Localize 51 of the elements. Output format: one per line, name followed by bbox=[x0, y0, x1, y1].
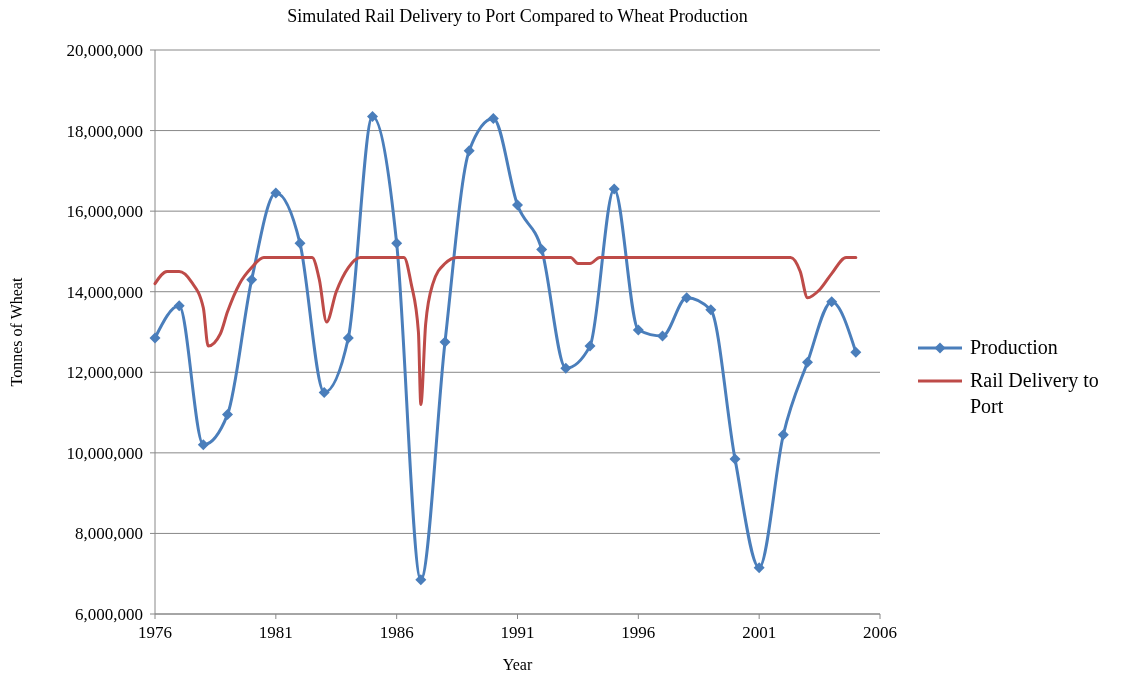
point bbox=[173, 300, 185, 312]
y-tick-label: 20,000,000 bbox=[66, 41, 143, 60]
point bbox=[463, 145, 475, 157]
chart-title: Simulated Rail Delivery to Port Compared to Wheat Production bbox=[287, 6, 748, 26]
x-tick-label: 1976 bbox=[138, 623, 172, 642]
point bbox=[681, 292, 693, 304]
y-tick-label: 6,000,000 bbox=[75, 605, 143, 624]
point bbox=[439, 336, 451, 348]
point bbox=[294, 237, 306, 249]
y-tick-label: 8,000,000 bbox=[75, 524, 143, 544]
point bbox=[729, 453, 741, 465]
point bbox=[584, 340, 596, 352]
legend-label: Production bbox=[970, 336, 1058, 358]
y-tick-label: 14,000,000 bbox=[66, 282, 143, 302]
x-tick-label: 1986 bbox=[379, 623, 414, 642]
x-tick-label: 2006 bbox=[863, 623, 897, 642]
point bbox=[342, 332, 354, 344]
point bbox=[487, 112, 499, 124]
legend-label: Rail Delivery to Port bbox=[970, 369, 1099, 417]
point bbox=[802, 356, 813, 368]
point bbox=[705, 304, 717, 316]
point bbox=[391, 237, 403, 249]
x-tick-label: 1996 bbox=[621, 623, 656, 642]
point bbox=[197, 439, 209, 451]
x-tick-label: 1991 bbox=[500, 623, 535, 642]
point bbox=[777, 429, 789, 441]
point bbox=[246, 274, 258, 286]
point bbox=[415, 574, 427, 586]
point bbox=[536, 243, 548, 255]
x-tick-label: 2001 bbox=[742, 623, 777, 642]
y-axis-title: Tonnes of Wheat bbox=[8, 277, 25, 387]
point bbox=[850, 346, 862, 358]
point bbox=[222, 409, 233, 421]
x-axis-title: Year bbox=[502, 656, 533, 673]
point bbox=[560, 362, 572, 374]
y-tick-label: 12,000,000 bbox=[66, 363, 143, 383]
line-series bbox=[153, 255, 858, 407]
point bbox=[512, 199, 523, 211]
y-tick-label: 18,000,000 bbox=[66, 121, 143, 141]
point bbox=[632, 324, 644, 336]
y-tick-label: 16,000,000 bbox=[66, 202, 143, 222]
point bbox=[367, 110, 378, 122]
point bbox=[826, 296, 838, 308]
point bbox=[270, 187, 282, 199]
point bbox=[753, 562, 765, 574]
point bbox=[149, 332, 161, 344]
point bbox=[657, 330, 668, 342]
x-tick-label: 1981 bbox=[258, 623, 293, 642]
y-tick-label: 10,000,000 bbox=[66, 443, 143, 463]
point bbox=[608, 183, 620, 195]
point bbox=[318, 386, 330, 398]
